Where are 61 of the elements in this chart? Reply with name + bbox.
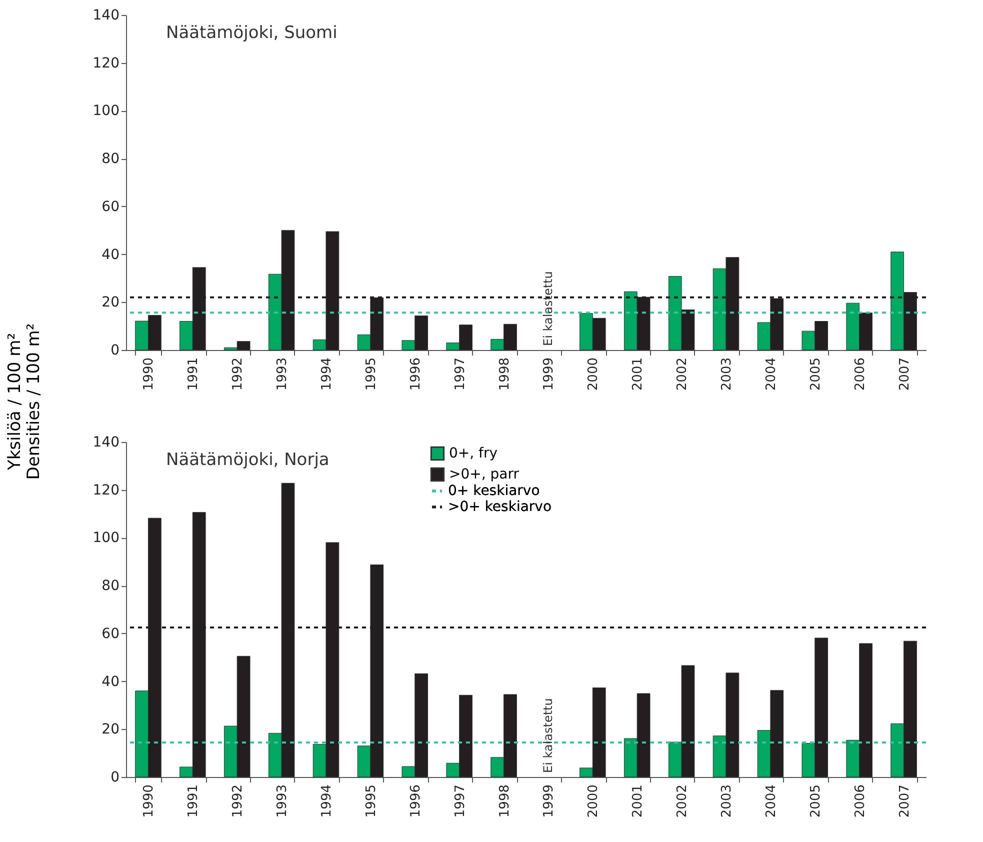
x-tick-label: 1997 [452, 358, 468, 391]
x-tick-label: 2001 [630, 784, 646, 818]
x-tick-label: 1995 [364, 358, 379, 391]
x-tick-label: 1990 [142, 784, 157, 818]
x-tick-label: 2004 [764, 784, 779, 818]
x-tick-label: 2007 [897, 358, 912, 391]
y-tick-label: 0 [110, 342, 120, 358]
x-tick-label: 2003 [720, 784, 734, 818]
y-tick-label: 140 [92, 434, 120, 450]
x-tick-label: 2006 [852, 784, 868, 818]
y-tick-label: 80 [102, 151, 120, 168]
x-tick-label: 1992 [230, 358, 246, 391]
y-tick-label: 60 [102, 626, 120, 642]
x-tick-label: 1990 [142, 358, 157, 391]
y-tick-label: 0 [110, 770, 120, 786]
text: Näätämöjoki, Norja [166, 450, 330, 470]
text: Näätämöjoki, Suomi [166, 23, 338, 43]
x-tick-label: 1996 [408, 358, 424, 391]
x-tick-label: 1997 [452, 784, 468, 818]
x-tick-label: 2003 [720, 358, 734, 391]
legend-label: >0+ keskiarvo [448, 499, 552, 515]
x-tick-label: 1994 [320, 784, 334, 818]
x-tick-label: 1992 [230, 784, 246, 818]
x-tick-label: 1993 [275, 784, 290, 818]
legend-label: 0+ keskiarvo [448, 483, 540, 499]
legend-label: >0+, parr [449, 466, 520, 482]
x-tick-label: 2000 [586, 358, 602, 391]
x-tick-label: 2002 [675, 358, 690, 391]
x-tick-label: 2005 [808, 784, 824, 818]
x-tick-label: 2005 [808, 358, 824, 391]
y-tick-label: 40 [102, 674, 120, 690]
x-tick-label: 1999 [542, 358, 557, 391]
x-tick-label: 1993 [275, 358, 290, 391]
legend-label: 0+, fry [449, 446, 498, 462]
x-tick-label: 1991 [186, 784, 202, 818]
x-tick-label: 1991 [186, 358, 202, 391]
x-tick-label: 2002 [675, 784, 690, 818]
x-tick-label: 2004 [764, 358, 779, 391]
y-tick-label: 100 [92, 530, 120, 546]
annotation: Ei kalastettu [541, 271, 556, 346]
y-tick-label: 40 [102, 246, 120, 263]
y-tick-label: 140 [92, 8, 120, 24]
x-tick-label: 1996 [408, 784, 424, 818]
y-tick-label: 20 [102, 722, 120, 738]
x-tick-label: 1995 [364, 784, 379, 818]
x-tick-label: 1998 [497, 358, 512, 391]
x-tick-label: 2001 [630, 358, 646, 391]
x-tick-label: 2006 [852, 358, 868, 391]
y-axis-title: Yksilöä / 100 m² Densities / 100 m² [4, 323, 44, 480]
y-tick-label: 120 [92, 482, 120, 498]
x-tick-label: 1999 [542, 784, 557, 818]
x-tick-label: 2007 [897, 784, 912, 818]
x-tick-label: 1994 [320, 358, 334, 391]
y-tick-label: 80 [102, 578, 120, 594]
x-tick-label: 1998 [497, 784, 512, 818]
y-tick-label: 120 [92, 55, 120, 72]
annotation: Ei kalastettu [541, 698, 556, 773]
x-tick-label: 2000 [586, 784, 602, 818]
y-tick-label: 20 [102, 294, 120, 311]
y-tick-label: 60 [102, 198, 120, 215]
y-tick-label: 100 [92, 103, 120, 120]
